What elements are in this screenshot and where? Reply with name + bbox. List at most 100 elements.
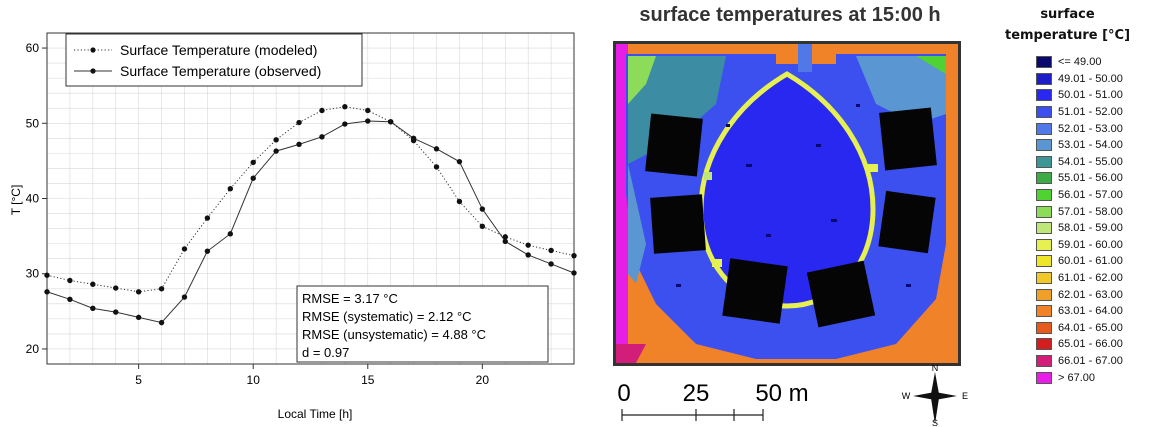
legend-item: 64.01 - 65.00: [1036, 320, 1150, 337]
data-point-observed: [113, 309, 119, 315]
map-shade-area: [856, 56, 946, 124]
legend-swatch: [1036, 89, 1052, 102]
data-point-modeled: [204, 215, 211, 221]
stat-rmse-unsystematic: RMSE (unsystematic) = 4.88 °C: [302, 327, 486, 342]
data-point-modeled: [273, 137, 279, 143]
legend-item: 61.01 - 62.00: [1036, 270, 1150, 287]
legend-label: 51.01 - 52.00: [1058, 106, 1123, 119]
map-hot-edge: [628, 274, 696, 363]
legend-swatch: [1036, 56, 1052, 69]
y-tick-label: 20: [26, 342, 40, 356]
map-courtyard-dome: [701, 74, 873, 306]
data-point-modeled: [67, 277, 73, 284]
legend-item: 55.01 - 56.00: [1036, 170, 1150, 187]
legend-swatch: [1036, 305, 1052, 318]
data-point-observed: [342, 121, 348, 127]
data-point-modeled: [342, 104, 348, 110]
scale-label-50: 50 m: [755, 380, 808, 407]
data-point-observed: [548, 261, 554, 267]
x-tick-label: 10: [247, 373, 261, 387]
surface-temperature-map: [613, 41, 961, 366]
legend-swatch: [1036, 338, 1052, 351]
data-point-observed: [44, 289, 50, 295]
data-point-observed: [158, 319, 165, 326]
data-point-modeled: [548, 247, 554, 254]
data-point-modeled: [502, 234, 508, 240]
data-point-modeled: [181, 246, 188, 252]
legend-label: 56.01 - 57.00: [1058, 189, 1123, 202]
temperature-line-chart: 20 30 40 50 60 5 10 15 20 T [°C] Local Time [h]…: [9, 32, 577, 421]
temperature-map-canvas: [616, 44, 958, 363]
legend-label: 55.01 - 56.00: [1058, 172, 1123, 185]
legend-label: 58.01 - 59.00: [1058, 222, 1123, 235]
map-courtyard-ring: [698, 71, 876, 309]
legend-label: 49.01 - 50.00: [1058, 72, 1123, 85]
y-tick-label: 30: [26, 267, 40, 281]
legend-item: 63.01 - 64.00: [1036, 303, 1150, 320]
map-warm-patch: [628, 56, 656, 104]
map-shade-area: [628, 164, 646, 284]
data-point-observed: [319, 134, 325, 140]
compass-west: W: [902, 391, 911, 401]
data-point-modeled: [44, 272, 50, 278]
x-axis-label: Local Time [h]: [278, 407, 353, 421]
statistics-box: RMSE = 3.17 °C RMSE (systematic) = 2.12 …: [296, 285, 549, 363]
data-point-modeled: [433, 164, 440, 170]
y-tick-label: 50: [26, 116, 40, 130]
legend-list: <= 49.00 49.01 - 50.00 50.01 - 51.00 51.01 …: [1036, 54, 1150, 386]
legend-label: 63.01 - 64.00: [1058, 305, 1123, 318]
legend-swatch: [1036, 238, 1052, 251]
stat-d: d = 0.97: [302, 345, 349, 360]
data-point-observed: [525, 252, 531, 258]
data-point-modeled: [296, 119, 302, 126]
legend-label: 62.01 - 63.00: [1058, 288, 1123, 301]
legend-swatch: [1036, 139, 1052, 152]
legend-label: 64.01 - 65.00: [1058, 321, 1123, 334]
data-point-observed: [387, 119, 394, 125]
legend-label: 52.01 - 53.00: [1058, 122, 1123, 135]
data-point-modeled: [319, 107, 325, 114]
legend-item: 56.01 - 57.00: [1036, 187, 1150, 204]
data-point-observed: [273, 148, 279, 154]
legend-swatch: [1036, 321, 1052, 334]
y-tick-label: 60: [26, 41, 40, 55]
data-point-modeled: [113, 285, 119, 291]
data-point-observed: [456, 158, 463, 165]
stat-rmse-systematic: RMSE (systematic) = 2.12 °C: [302, 309, 472, 324]
legend-item: 60.01 - 61.00: [1036, 253, 1150, 270]
legend-swatch: [1036, 172, 1052, 185]
data-point-observed: [67, 296, 73, 303]
data-point-modeled: [135, 289, 142, 295]
chart-legend: Surface Temperature (modeled) Surface Te…: [65, 33, 363, 87]
scale-bar: 0 25 50 m: [617, 380, 809, 421]
data-point-observed: [479, 206, 486, 212]
legend-swatch: [1036, 205, 1052, 218]
map-building: [806, 260, 876, 328]
map-warm-patch: [916, 56, 946, 74]
data-point-modeled: [571, 252, 577, 259]
legend-entry-modeled: Surface Temperature (modeled): [120, 42, 317, 58]
data-point-modeled: [479, 223, 486, 230]
legend-item: 57.01 - 58.00: [1036, 203, 1150, 220]
series-line-observed: [46, 120, 575, 324]
legend-item: 49.01 - 50.00: [1036, 71, 1150, 88]
data-point-modeled: [456, 198, 463, 205]
legend-label: 54.01 - 55.00: [1058, 155, 1123, 168]
data-point-modeled: [525, 242, 531, 248]
data-point-observed: [502, 238, 508, 245]
scale-label-0: 0: [617, 380, 630, 407]
series-layer: [44, 104, 577, 326]
data-point-modeled: [158, 286, 165, 292]
legend-item: 58.01 - 59.00: [1036, 220, 1150, 237]
legend-swatch: [1036, 106, 1052, 119]
legend-item: 65.01 - 66.00: [1036, 336, 1150, 353]
legend-item: 52.01 - 53.00: [1036, 120, 1150, 137]
legend-label: 66.01 - 67.00: [1058, 354, 1123, 367]
map-building: [650, 194, 706, 254]
data-point-observed: [135, 314, 142, 321]
legend-item: <= 49.00: [1036, 54, 1150, 71]
x-tick-label: 20: [476, 373, 490, 387]
scale-label-25: 25: [683, 380, 710, 407]
legend-swatch: [1036, 255, 1052, 268]
compass-east: E: [962, 391, 968, 401]
